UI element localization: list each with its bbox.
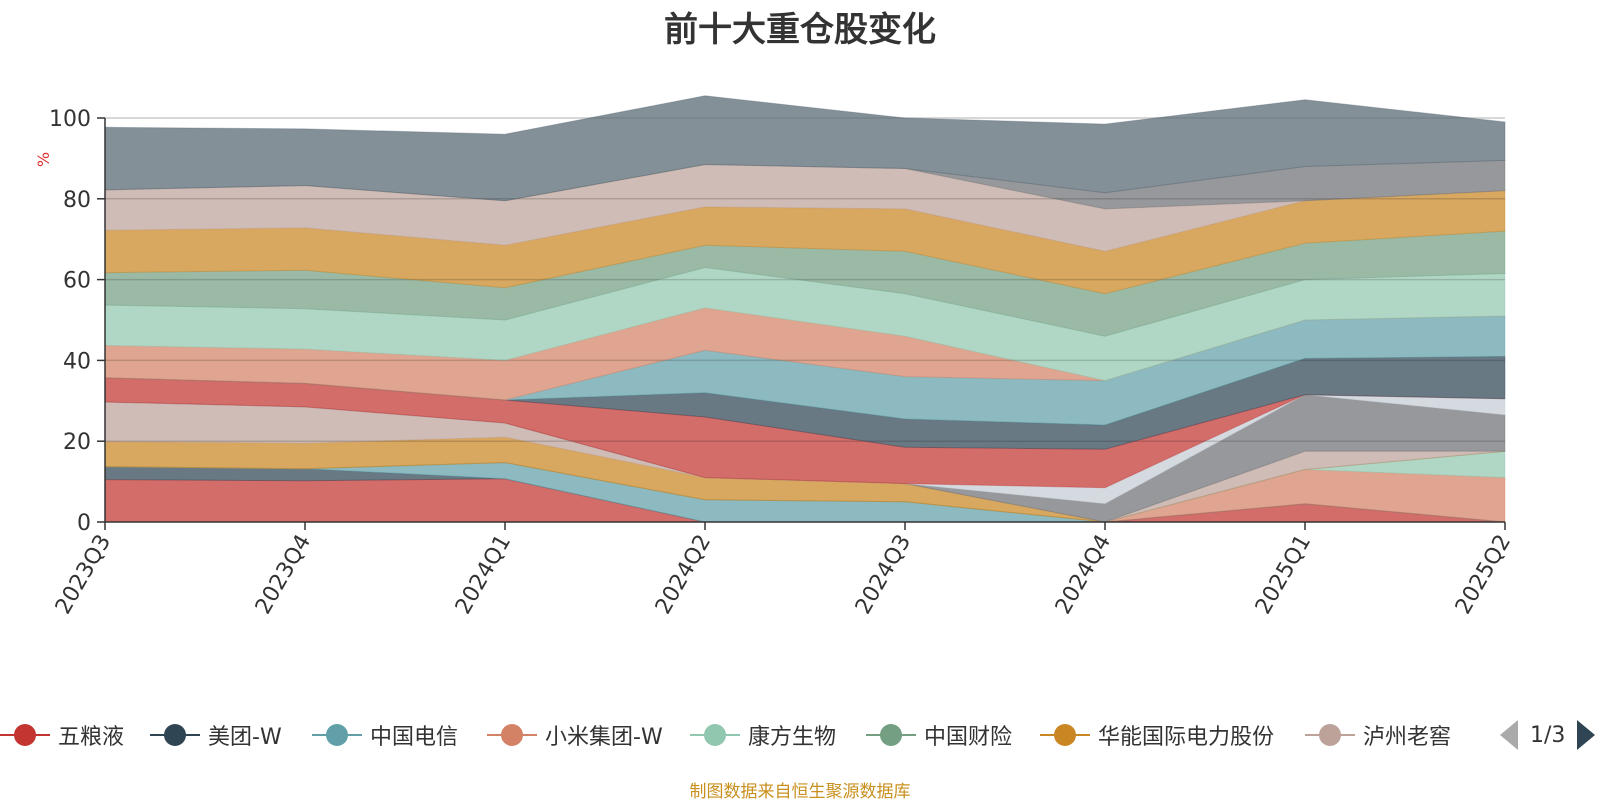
legend-page-indicator: 1/3 [1530,722,1566,748]
legend-item[interactable]: 五粮液 [0,715,124,755]
legend-label: 泸州老窖 [1363,725,1452,750]
area-series-3 [104,462,1506,523]
x-tick-label: 2025Q2 [1451,531,1516,619]
legend-next-page-icon[interactable] [1577,720,1596,750]
x-tick-label: 2024Q1 [451,531,516,619]
x-tick-label: 2024Q3 [851,531,916,619]
legend-pager: 1/3 [1500,715,1600,755]
legend-item[interactable]: 中国电信 [312,715,458,755]
legend: 五粮液 美团-W 中国电信 小米集团-W 康方生物 中国财险 华能国际电力股份 泸州老窖 1/… [0,715,1600,755]
legend-marker-icon [1040,723,1090,747]
legend-item[interactable]: 泸州老窖 [1305,715,1451,755]
legend-item[interactable]: 美团-W [150,715,282,755]
area-layer [104,95,1506,523]
y-tick-label: 0 [77,511,91,536]
legend-marker-icon [487,723,537,747]
legend-label: 小米集团-W [545,725,663,750]
x-tick-label: 2024Q4 [1051,531,1116,619]
legend-prev-page-icon[interactable] [1500,720,1518,750]
area-series-4 [104,450,1506,523]
data-source-note: 制图数据来自恒生聚源数据库 [689,782,911,802]
chart-title: 前十大重仓股变化 [664,10,936,50]
legend-label: 中国电信 [370,725,459,750]
area-series-19 [104,95,1506,202]
legend-item[interactable]: 中国财险 [866,715,1012,755]
legend-label: 美团-W [208,725,282,750]
legend-marker-icon [0,723,50,747]
y-tick-label: 40 [63,349,91,374]
legend-label: 华能国际电力股份 [1098,725,1275,750]
x-tick-label: 2025Q1 [1251,531,1316,619]
legend-label: 中国财险 [924,725,1013,750]
y-tick-label: 20 [63,430,91,455]
legend-marker-icon [1305,723,1355,747]
legend-label: 康方生物 [748,725,837,750]
legend-marker-icon [690,723,740,747]
legend-marker-icon [312,723,362,747]
legend-marker-icon [150,723,200,747]
y-tick-label: 100 [49,107,91,132]
legend-label: 五粮液 [58,725,125,750]
legend-item[interactable]: 华能国际电力股份 [1040,715,1274,755]
x-tick-label: 2023Q3 [51,531,116,619]
y-tick-label: 80 [63,188,91,213]
legend-viewport: 五粮液 美团-W 中国电信 小米集团-W 康方生物 中国财险 华能国际电力股份 泸州老窖 [0,715,1484,755]
legend-item[interactable]: 小米集团-W [487,715,663,755]
y-tick-label: 60 [63,269,91,294]
area-chart: 0 20 40 60 80 100 2023Q3 2023Q4 2024Q1 2024Q2 2024… [49,95,1516,619]
legend-marker-icon [866,723,916,747]
x-tick-label: 2024Q2 [651,531,716,619]
x-tick-label: 2023Q4 [251,531,316,619]
legend-item[interactable]: 康方生物 [690,715,836,755]
